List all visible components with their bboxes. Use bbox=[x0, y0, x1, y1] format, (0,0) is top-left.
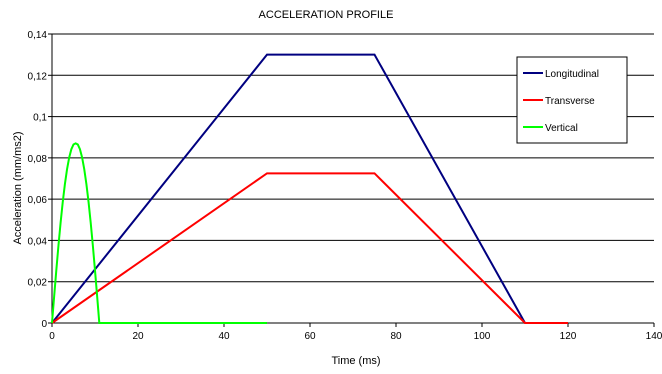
tick-labels: 0 0,02 0,04 0,06 0,08 0,1 0,12 0,14 0 20 40 60 80 100… bbox=[28, 30, 662, 342]
y-tick-label: 0 bbox=[41, 319, 47, 330]
y-axis-label: Acceleration (mm/ms2) bbox=[12, 131, 24, 244]
legend-label-longitudinal: Longitudinal bbox=[545, 69, 599, 80]
x-tick-label: 40 bbox=[218, 331, 230, 342]
y-tick-label: 0,08 bbox=[28, 154, 48, 165]
y-tick-label: 0,06 bbox=[28, 195, 48, 206]
y-tick-label: 0,02 bbox=[28, 278, 48, 289]
y-tick-label: 0,04 bbox=[28, 236, 48, 247]
x-tick-label: 80 bbox=[390, 331, 402, 342]
x-tick-label: 0 bbox=[49, 331, 55, 342]
legend-label-vertical: Vertical bbox=[545, 123, 578, 134]
y-tick-label: 0,12 bbox=[28, 71, 48, 82]
series-line-transverse bbox=[51, 172, 568, 324]
x-tick-label: 60 bbox=[304, 331, 316, 342]
x-axis-label: Time (ms) bbox=[331, 355, 380, 367]
series-line-vertical bbox=[51, 142, 267, 324]
legend: Longitudinal Transverse Vertical bbox=[516, 56, 628, 144]
chart-title: ACCELERATION PROFILE bbox=[259, 9, 394, 21]
y-tick-label: 0,1 bbox=[33, 113, 47, 124]
legend-label-transverse: Transverse bbox=[545, 96, 595, 107]
y-tick-label: 0,14 bbox=[28, 30, 48, 41]
series-layer bbox=[51, 53, 568, 324]
x-tick-label: 120 bbox=[560, 331, 577, 342]
x-tick-label: 140 bbox=[646, 331, 662, 342]
x-tick-label: 100 bbox=[474, 331, 491, 342]
series-line-longitudinal bbox=[51, 53, 568, 324]
x-tick-label: 20 bbox=[132, 331, 144, 342]
